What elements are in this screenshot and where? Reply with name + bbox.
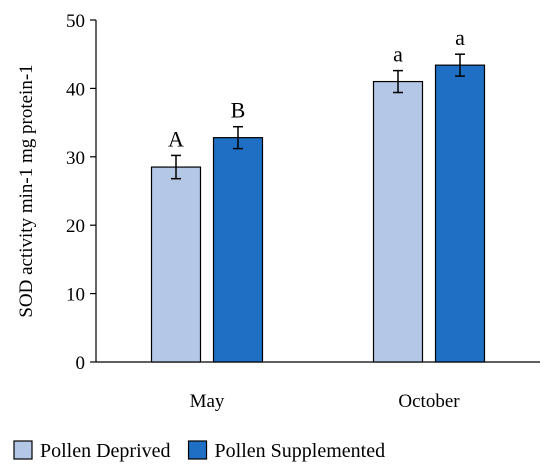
y-tick-label: 50 (66, 11, 85, 32)
x-tick-label: May (190, 391, 225, 412)
y-axis-ticks: 0 10 20 30 40 50 (66, 11, 96, 374)
legend-label: Pollen Deprived (40, 440, 171, 462)
bar-pollen-deprived-may (150, 166, 202, 363)
significance-label: A (168, 126, 184, 151)
y-axis-title: SOD activity min-1 mg protein-1 (16, 64, 37, 317)
significance-label: a (455, 25, 465, 50)
legend: Pollen Deprived Pollen Supplemented (13, 440, 386, 462)
x-tick-label: October (398, 391, 460, 412)
x-axis-tick-labels: May October (190, 391, 461, 412)
bar-pollen-deprived-october (372, 80, 424, 363)
y-tick-label: 20 (66, 216, 85, 237)
y-tick-label: 40 (66, 79, 85, 100)
bars-group: A Ba a (150, 25, 486, 363)
y-tick-label: 30 (66, 148, 85, 169)
bar-pollen-supplemented-october (434, 64, 486, 363)
significance-label: a (393, 42, 403, 67)
bar-pollen-supplemented-may (212, 137, 264, 363)
legend-label: Pollen Supplemented (215, 440, 386, 462)
legend-swatch (13, 440, 33, 460)
y-tick-label: 10 (66, 285, 85, 306)
y-tick-label: 0 (76, 353, 86, 374)
legend-swatch (187, 440, 208, 460)
significance-label: B (231, 98, 246, 123)
